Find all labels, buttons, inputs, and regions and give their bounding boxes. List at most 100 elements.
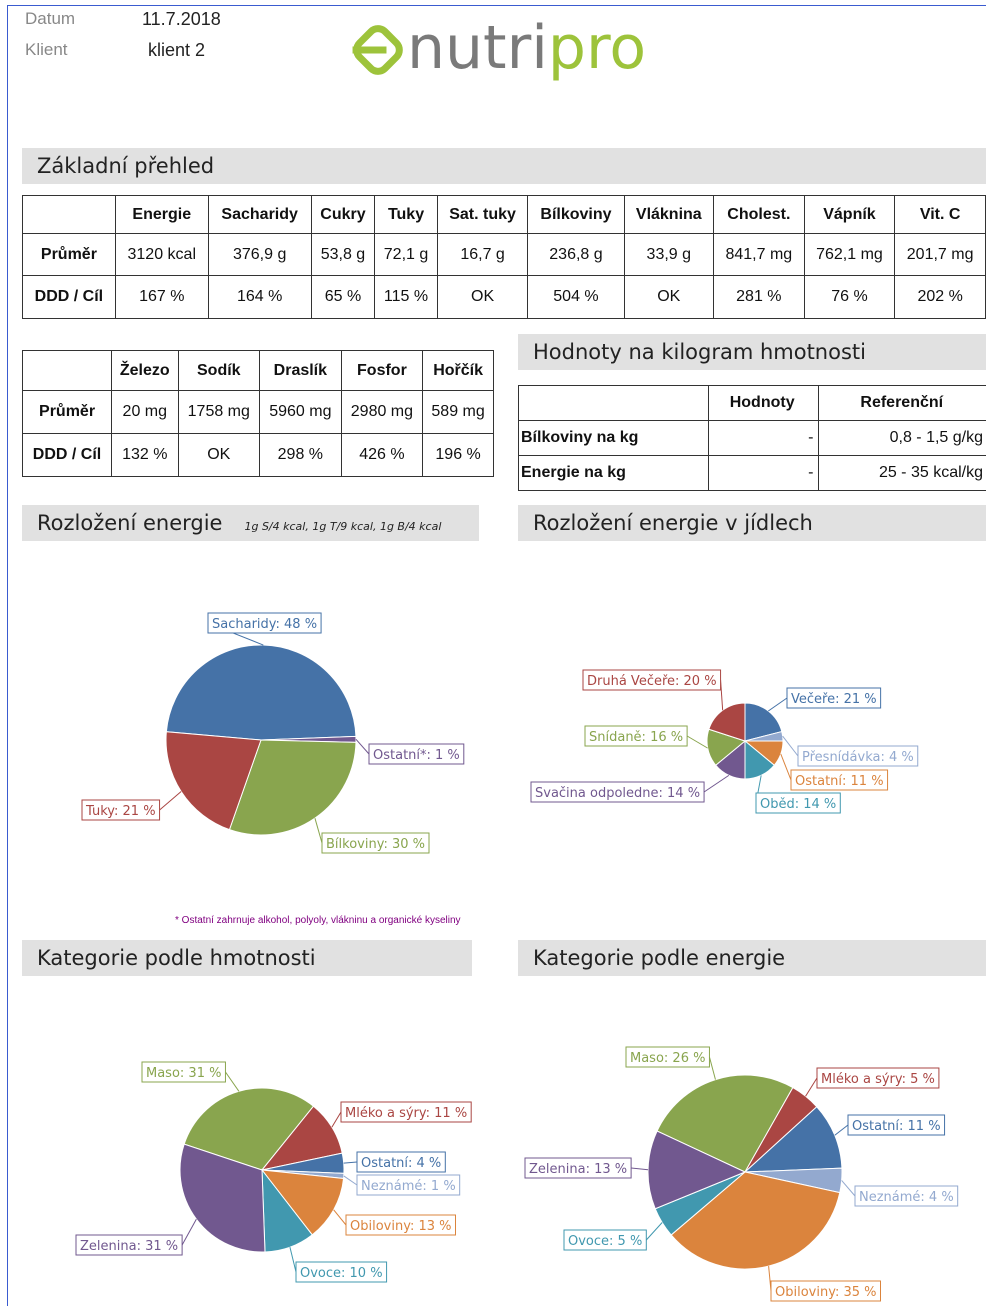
- label-box: [295, 1261, 388, 1283]
- label-box: [816, 1067, 940, 1089]
- label-box: [797, 745, 919, 767]
- label-box: [141, 1061, 226, 1083]
- pie-slice: [743, 1106, 843, 1173]
- pie-slice: [183, 1087, 315, 1171]
- row: Bílkoviny na kg -0,8 - 1,5 g/kg: [518, 420, 986, 456]
- column-header: Fosfor: [340, 350, 424, 391]
- column-header: [22, 195, 116, 234]
- row: Průměr 3120 kcal 376,9 g 53,8 g 72,1 g 16,7 g…: [22, 233, 986, 276]
- cell: 65 %: [310, 275, 376, 319]
- cell: 376,9 g: [207, 233, 312, 276]
- overview-table: Energie Sacharidy Cukry Tuky Sat. tuky Bílkov…: [22, 195, 986, 319]
- cell: OK: [623, 275, 715, 319]
- column-header: Vit. C: [894, 195, 986, 234]
- section-header: Kategorie podle energie: [518, 940, 986, 976]
- leader-line: [686, 735, 708, 749]
- leader-line: [343, 1161, 358, 1164]
- leader-line: [355, 739, 370, 755]
- column-header: Referenční: [817, 385, 986, 421]
- data-label: Ostatní*: 1 %: [373, 748, 460, 763]
- leader-line: [834, 1124, 849, 1136]
- cell: Bílkoviny na kg: [518, 420, 709, 456]
- section-header: Základní přehled: [22, 148, 986, 184]
- cell: 2980 mg: [340, 390, 424, 434]
- data-label: Zelenina: 31 %: [80, 1239, 178, 1254]
- data-label: Oběd: 14 %: [760, 797, 836, 812]
- pie-slice: [165, 644, 357, 741]
- pie-slice: [670, 1171, 841, 1270]
- leader-line: [289, 1246, 297, 1273]
- cell: 132 %: [111, 433, 179, 477]
- column-header: Cholest.: [713, 195, 805, 234]
- cell: 72,1 g: [374, 233, 438, 276]
- row: DDD / Cíl 132 % OK 298 % 426 % 196 %: [21, 433, 494, 477]
- leader-line: [841, 1180, 856, 1197]
- frame: [7, 5, 986, 1306]
- label-box: [530, 781, 705, 803]
- footnote: * Ostatní zahrnuje alkohol, polyoly, vlá…: [175, 915, 461, 926]
- leader-line: [703, 774, 730, 793]
- cell: 1758 mg: [177, 390, 261, 434]
- data-label: Přesnídávka: 4 %: [802, 750, 914, 765]
- data-label: Obiloviny: 13 %: [350, 1219, 452, 1234]
- data-label: Tuky: 21 %: [85, 804, 156, 819]
- pie-slice: [260, 1169, 345, 1236]
- label-box: [582, 669, 722, 691]
- cell: 16,7 g: [436, 233, 529, 276]
- column-header: Vláknina: [623, 195, 715, 234]
- section-header: Kategorie podle hmotnosti: [22, 940, 472, 976]
- cell: 25 - 35 kcal/kg: [817, 455, 986, 491]
- cell: 202 %: [894, 275, 986, 319]
- data-label: Ostatní: 11 %: [852, 1119, 941, 1134]
- cell: 167 %: [114, 275, 209, 319]
- label-box: [340, 1101, 472, 1123]
- leader-line: [181, 1218, 197, 1246]
- row: Energie na kg -25 - 35 kcal/kg: [518, 455, 986, 491]
- cell: 201,7 mg: [894, 233, 986, 276]
- label-box: [368, 743, 465, 765]
- data-label: Ostatní: 11 %: [795, 774, 884, 789]
- data-label: Maso: 31 %: [146, 1066, 221, 1081]
- cell: 3120 kcal: [114, 233, 209, 276]
- column-header: Železo: [111, 350, 179, 391]
- data-label: Sacharidy: 48 %: [212, 617, 317, 632]
- label-box: [524, 1157, 632, 1179]
- label-box: [854, 1185, 959, 1207]
- leader-line: [333, 1209, 347, 1226]
- leader-line: [708, 1056, 716, 1080]
- header-row: Železo Sodík Draslík Fosfor Hořčík: [21, 350, 494, 391]
- cell: 5960 mg: [259, 390, 342, 434]
- column-header: Sacharidy: [207, 195, 312, 234]
- label-box: [625, 1046, 710, 1068]
- data-label: Večeře: 21 %: [791, 692, 877, 707]
- label-box: [75, 1234, 183, 1256]
- cell: 76 %: [803, 275, 896, 319]
- cell: 164 %: [207, 275, 312, 319]
- pie-slice: [228, 739, 357, 836]
- column-header: Energie: [114, 195, 209, 234]
- data-label: Maso: 26 %: [630, 1051, 705, 1066]
- cell: OK: [177, 433, 261, 477]
- cell: 53,8 g: [310, 233, 376, 276]
- label-box: [786, 687, 882, 709]
- leader-line: [331, 1111, 342, 1128]
- leader-line: [343, 1175, 358, 1186]
- data-label: Ostatní: 4 %: [361, 1156, 441, 1171]
- logo: nutri pro: [352, 13, 646, 83]
- label-box: [345, 1214, 456, 1236]
- client: klient 2: [148, 40, 206, 60]
- cell: DDD / Cíl: [21, 433, 113, 477]
- pie-slice: [647, 1130, 747, 1210]
- subtitle: 1g S/4 kcal, 1g T/9 kcal, 1g B/4 kcal: [244, 520, 442, 533]
- label-box: [356, 1151, 446, 1173]
- leader-line: [225, 1071, 240, 1092]
- cell: OK: [436, 275, 529, 319]
- data-label: Svačina odpoledne: 14 %: [535, 786, 700, 801]
- column-header: Hořčík: [422, 350, 494, 391]
- cell: 20 mg: [111, 390, 179, 434]
- data-label: Mléko a sýry: 11 %: [345, 1106, 467, 1121]
- cell: 0,8 - 1,5 g/kg: [817, 420, 986, 456]
- client-label: Klient: [25, 40, 68, 59]
